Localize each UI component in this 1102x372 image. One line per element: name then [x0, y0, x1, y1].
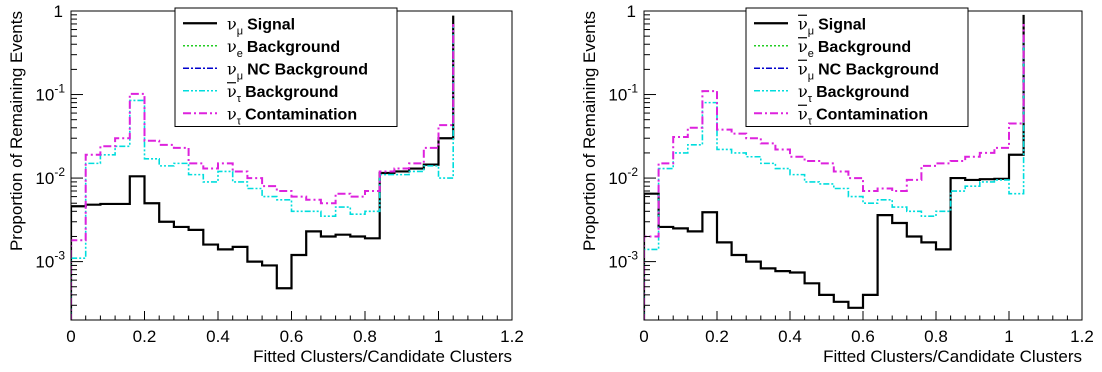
x-tick-label: 0 [66, 327, 75, 346]
legend-entry: ντ Contamination [227, 104, 357, 127]
y-axis-label: Proportion of Remaining Events [7, 11, 26, 251]
legend-entry: νe Background [798, 37, 911, 60]
legend-entry: ντ Contamination [798, 104, 928, 127]
x-tick-label: 0.4 [206, 327, 230, 346]
series-line-5 [644, 23, 1025, 320]
series-line-5 [71, 23, 455, 320]
y-tick-label: 10-1 [608, 82, 638, 105]
series-line-1 [644, 14, 1025, 320]
x-tick-label: 1.2 [500, 327, 524, 346]
legend-entry: νμ Signal [798, 14, 866, 37]
x-tick-label: 1 [434, 327, 443, 346]
legend-entry: ντ Background [227, 82, 338, 105]
x-tick-label: 0.6 [280, 327, 304, 346]
legend-entry: ντ Background [798, 82, 909, 105]
x-axis-label: Fitted Clusters/Candidate Clusters [253, 347, 512, 366]
x-tick-label: 0.2 [705, 327, 729, 346]
series-line-1 [71, 15, 455, 320]
legend-entry: νμ Signal [227, 14, 295, 37]
y-axis-label: Proportion of Remaining Events [580, 11, 599, 251]
y-tick-label: 1 [54, 2, 63, 21]
x-tick-label: 0 [639, 327, 648, 346]
y-tick-label: 10-3 [35, 249, 65, 272]
x-tick-label: 0.8 [353, 327, 377, 346]
y-tick-label: 10-1 [35, 82, 65, 105]
x-tick-label: 0.2 [133, 327, 157, 346]
y-tick-label: 10-2 [608, 165, 638, 188]
x-tick-label: 0.4 [778, 327, 802, 346]
x-tick-label: 0.6 [851, 327, 875, 346]
series-line-4 [644, 36, 1025, 320]
y-tick-label: 10-2 [35, 165, 65, 188]
x-tick-label: 1.2 [1070, 327, 1094, 346]
x-tick-label: 0.8 [924, 327, 948, 346]
y-tick-label: 10-3 [608, 249, 638, 272]
legend-entry: νμ NC Background [798, 59, 939, 82]
legend-entry: νe Background [227, 37, 340, 60]
x-axis-label: Fitted Clusters/Candidate Clusters [823, 347, 1082, 366]
x-tick-label: 1 [1004, 327, 1013, 346]
legend-entry: νμ NC Background [227, 59, 368, 82]
y-tick-label: 1 [627, 2, 636, 21]
